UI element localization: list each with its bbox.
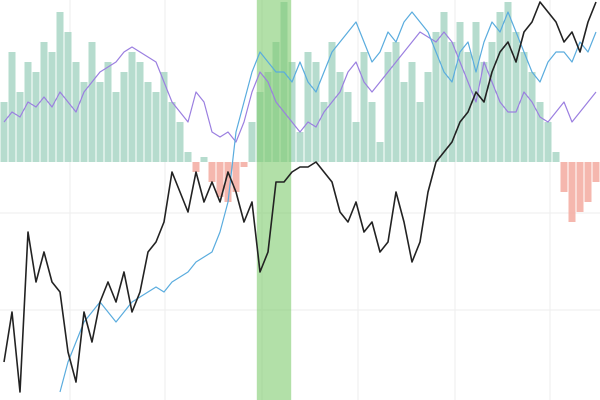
bar	[416, 102, 424, 162]
bar	[512, 32, 520, 162]
bar	[576, 162, 584, 212]
bar	[400, 82, 408, 162]
bar	[56, 12, 64, 162]
bar	[168, 102, 176, 162]
bar	[352, 122, 360, 162]
bar	[504, 2, 512, 162]
bar	[312, 62, 320, 162]
line	[3, 1, 597, 393]
bar	[360, 52, 368, 162]
bar	[384, 52, 392, 162]
bar	[240, 162, 248, 167]
bar	[528, 72, 536, 162]
bar	[296, 132, 304, 162]
bar	[200, 157, 208, 162]
bar	[176, 122, 184, 162]
bar	[320, 102, 328, 162]
bar	[248, 122, 256, 162]
bar	[136, 62, 144, 162]
bar	[208, 162, 216, 182]
bar	[552, 152, 560, 162]
bar	[288, 62, 296, 162]
bar	[160, 72, 168, 162]
bar	[536, 102, 544, 162]
bar	[112, 92, 120, 162]
bar	[544, 122, 552, 162]
bar	[456, 22, 464, 162]
bar	[480, 62, 488, 162]
bar	[40, 42, 48, 162]
bar	[184, 152, 192, 162]
bar	[80, 82, 88, 162]
bar	[432, 32, 440, 162]
bar	[104, 62, 112, 162]
bar	[128, 52, 136, 162]
bar	[224, 162, 232, 202]
bar	[520, 52, 528, 162]
bar	[24, 62, 32, 162]
bar	[16, 92, 24, 162]
line	[3, 31, 597, 143]
bar	[464, 52, 472, 162]
bar	[64, 32, 72, 162]
bar	[96, 82, 104, 162]
bar	[560, 162, 568, 192]
bar	[304, 52, 312, 162]
bar	[376, 142, 384, 162]
bar	[88, 42, 96, 162]
bar	[448, 42, 456, 162]
bar	[336, 72, 344, 162]
bar	[368, 102, 376, 162]
bar	[392, 42, 400, 162]
bar	[120, 72, 128, 162]
bar	[424, 72, 432, 162]
bar	[496, 12, 504, 162]
bar	[216, 162, 224, 197]
bar	[0, 102, 8, 162]
bar	[488, 42, 496, 162]
line	[59, 11, 597, 393]
bar	[144, 82, 152, 162]
bar	[440, 12, 448, 162]
bar	[192, 162, 200, 172]
bar	[32, 72, 40, 162]
bar	[8, 52, 16, 162]
bar	[408, 62, 416, 162]
bar	[584, 162, 592, 202]
bar	[592, 162, 600, 182]
bar	[232, 162, 240, 192]
bar	[568, 162, 576, 222]
bar	[344, 92, 352, 162]
bar	[152, 92, 160, 162]
